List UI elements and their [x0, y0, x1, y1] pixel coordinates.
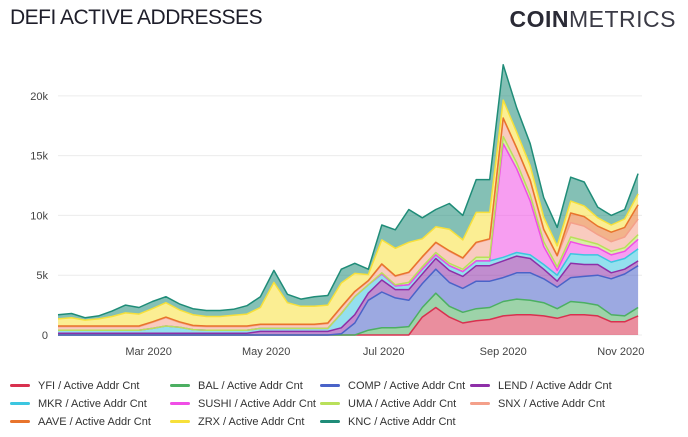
x-tick-label: Sep 2020 [480, 346, 527, 358]
x-tick-label: Jul 2020 [363, 346, 405, 358]
legend-swatch [170, 402, 190, 405]
legend-label: SUSHI / Active Addr Cnt [198, 397, 316, 410]
x-axis: Mar 2020 May 2020 Jul 2020 Sep 2020 Nov 2020 [125, 346, 644, 358]
y-tick-label: 5k [36, 270, 48, 282]
legend-swatch [10, 420, 30, 423]
area-sushi [58, 143, 639, 331]
legend-item-mkr[interactable]: MKR / Active Addr Cnt [10, 396, 170, 411]
line-aave [58, 117, 639, 327]
legend-label: YFI / Active Addr Cnt [38, 379, 140, 392]
x-tick-label: Mar 2020 [125, 346, 171, 358]
legend-label: SNX / Active Addr Cnt [498, 397, 605, 410]
area-knc [58, 64, 639, 321]
legend-swatch [320, 384, 340, 387]
legend-item-yfi[interactable]: YFI / Active Addr Cnt [10, 378, 170, 393]
legend-label: MKR / Active Addr Cnt [38, 397, 147, 410]
legend-item-uma[interactable]: UMA / Active Addr Cnt [320, 396, 470, 411]
legend-item-knc[interactable]: KNC / Active Addr Cnt [320, 414, 470, 429]
legend: YFI / Active Addr Cnt BAL / Active Addr C… [10, 378, 680, 429]
legend-swatch [10, 402, 30, 405]
legend-swatch [470, 384, 490, 387]
y-tick-label: 0 [42, 330, 48, 342]
legend-label: BAL / Active Addr Cnt [198, 379, 303, 392]
legend-label: UMA / Active Addr Cnt [348, 397, 457, 410]
line-lend [58, 255, 639, 334]
legend-label: KNC / Active Addr Cnt [348, 415, 456, 428]
legend-swatch [170, 420, 190, 423]
legend-swatch [10, 384, 30, 387]
area-zrx [58, 100, 639, 326]
y-axis: 0 5k 10k 15k 20k [30, 91, 48, 342]
area-mkr [58, 248, 639, 334]
y-tick-label: 10k [30, 210, 48, 222]
legend-swatch [320, 402, 340, 405]
legend-label: ZRX / Active Addr Cnt [198, 415, 305, 428]
legend-item-zrx[interactable]: ZRX / Active Addr Cnt [170, 414, 320, 429]
legend-swatch [320, 420, 340, 423]
line-zrx [57, 99, 639, 321]
area-lend [58, 256, 639, 335]
legend-label: LEND / Active Addr Cnt [498, 379, 612, 392]
y-tick-label: 20k [30, 91, 48, 103]
legend-item-lend[interactable]: LEND / Active Addr Cnt [470, 378, 640, 393]
line-comp [58, 265, 639, 336]
chart-title: DEFI ACTIVE ADDRESSES [10, 6, 263, 29]
legend-item-aave[interactable]: AAVE / Active Addr Cnt [10, 414, 170, 429]
legend-item-bal[interactable]: BAL / Active Addr Cnt [170, 378, 320, 393]
x-tick-label: May 2020 [242, 346, 290, 358]
x-tick-label: Nov 2020 [597, 346, 644, 358]
legend-swatch [470, 402, 490, 405]
area-comp [58, 265, 639, 335]
coinmetrics-logo: COINMETRICS [509, 6, 676, 32]
y-tick-label: 15k [30, 151, 48, 163]
legend-label: COMP / Active Addr Cnt [348, 379, 466, 392]
line-knc [57, 64, 639, 319]
areas [58, 64, 639, 335]
series-lines [57, 64, 639, 336]
area-yfi [58, 307, 639, 335]
legend-item-snx[interactable]: SNX / Active Addr Cnt [470, 396, 640, 411]
legend-item-comp[interactable]: COMP / Active Addr Cnt [320, 378, 470, 393]
legend-swatch [170, 384, 190, 387]
legend-item-sushi[interactable]: SUSHI / Active Addr Cnt [170, 396, 320, 411]
line-uma [58, 135, 639, 331]
legend-label: AAVE / Active Addr Cnt [38, 415, 151, 428]
